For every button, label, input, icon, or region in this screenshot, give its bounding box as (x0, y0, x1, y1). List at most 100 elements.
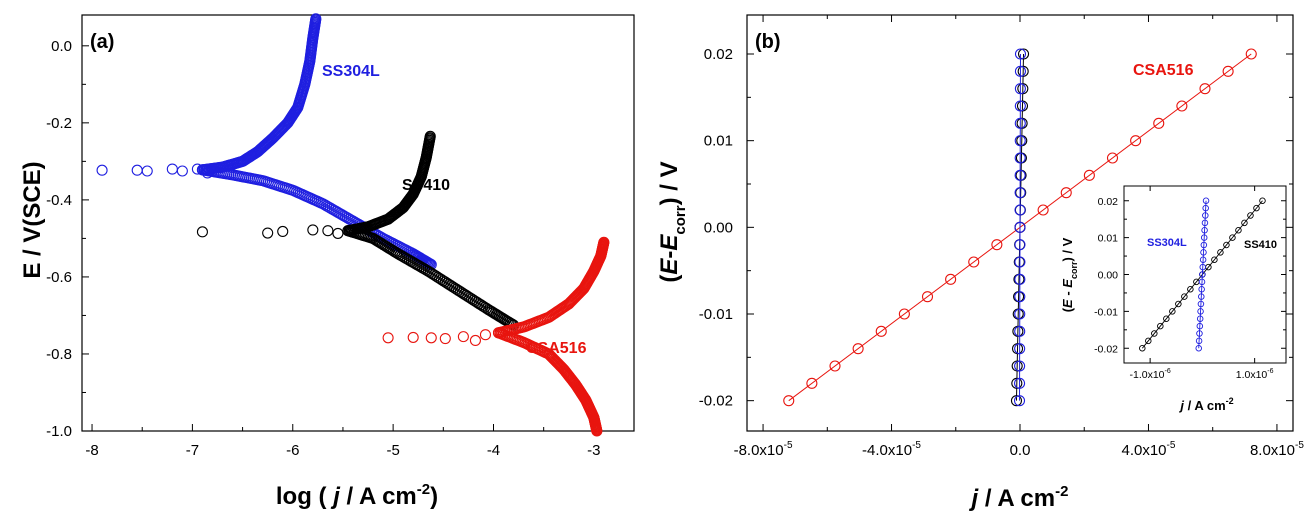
data-point (1222, 65, 1234, 77)
data-point (131, 164, 143, 176)
data-point (1223, 241, 1230, 249)
chart-panel-b: -8.0x10-5 -4.0x10-5 0.0 4.0x10-5 8.0x10-50.0… (656, 14, 1304, 512)
marks-inset (1139, 197, 1266, 352)
data-point (1199, 83, 1211, 95)
y-axis-title-a: E / V(SCE) (19, 161, 46, 278)
data-point (1196, 315, 1204, 323)
data-point (332, 227, 344, 239)
inset-y-post: ) / V (1060, 237, 1075, 261)
data-point (1014, 291, 1026, 303)
inset-x-unit: / A cm (1184, 398, 1226, 413)
data-point (1014, 343, 1026, 355)
series-ss304l (1013, 48, 1027, 407)
data-point (1130, 135, 1142, 147)
data-point (1229, 234, 1236, 241)
data-point (1014, 65, 1026, 77)
x-tick-label: -6 (286, 442, 299, 459)
x-title-b-var: j (969, 485, 980, 512)
x-tick-label: -7 (186, 442, 199, 459)
x-tick-label: -1.0x10-6 (1129, 368, 1170, 381)
data-point (1017, 65, 1029, 77)
data-point (1017, 48, 1030, 60)
inset-chart: -1.0x10-6 1.0x10-60.020.010.00-0.01-0.02 … (1060, 185, 1287, 413)
inset-y-ecorr: E (1060, 279, 1075, 288)
data-point (1202, 212, 1209, 219)
x-tick-label: 0.0 (1010, 442, 1031, 459)
data-point (1014, 83, 1026, 95)
x-tick-label: 4.0x10-5 (1121, 440, 1175, 459)
x-tick-label-base: -5 (386, 442, 399, 459)
data-point (1259, 197, 1266, 204)
x-tick-label-exp: -5 (912, 440, 921, 451)
data-point (1241, 219, 1248, 227)
x-tick-label: -4.0x10-5 (862, 440, 921, 459)
series-label-ss304l: SS304L (322, 63, 380, 80)
inset-x-axis-title: j / A cm-2 (1178, 396, 1233, 413)
x-tick-label-base: -8.0x10 (734, 442, 784, 459)
data-point (1014, 308, 1026, 320)
data-point (1196, 330, 1203, 337)
fit-line (1019, 53, 1021, 401)
y-tick-label: -0.02 (699, 393, 733, 410)
y-tick-label: -0.4 (46, 192, 72, 209)
data-point (829, 360, 841, 372)
data-point (1176, 100, 1188, 112)
y-tick-label: -0.8 (46, 346, 72, 363)
y-tick-label: 0.00 (704, 219, 733, 236)
data-point (1202, 204, 1209, 212)
data-point (479, 329, 492, 341)
data-point (1187, 286, 1194, 293)
x-tick-label-exp: -5 (1295, 440, 1304, 451)
data-point (1175, 300, 1182, 308)
data-point (1106, 152, 1119, 164)
data-point (407, 331, 419, 343)
data-point (1010, 395, 1023, 407)
data-point (921, 291, 934, 303)
x-tick-label: -4 (487, 442, 500, 459)
data-point (1199, 256, 1207, 264)
data-point (991, 239, 1003, 251)
data-point (1195, 345, 1202, 352)
data-point (201, 167, 214, 179)
plot-frame-a (81, 14, 635, 432)
data-point (1202, 197, 1210, 204)
data-point (1200, 241, 1208, 249)
y-title-b-sub: corr (672, 205, 689, 234)
series-ss410 (196, 130, 520, 331)
data-point (1145, 337, 1152, 345)
panel-label-b: (b) (755, 31, 781, 53)
y-tick-label: 0.00 (1098, 270, 1119, 282)
y-tick-label: 0.0 (51, 38, 72, 55)
inset-y-dash: - (1060, 288, 1075, 300)
axes-a: -8 -7 -6 -5 -4 -3 0.0 -0.2 -0.4 -0.6 -0.8 -1.0 (46, 38, 600, 459)
data-point (424, 130, 436, 142)
x-tick-label: 1.0x10-6 (1236, 368, 1274, 381)
data-point (968, 256, 980, 268)
x-tick-label-base: 1.0x10 (1236, 369, 1268, 381)
x-title-b-sup: -2 (1055, 483, 1068, 500)
inset-series-label-ss410: SS410 (1244, 239, 1277, 251)
data-point (875, 325, 887, 337)
y-tick-label: 0.01 (1098, 233, 1119, 245)
data-point (1195, 337, 1203, 345)
data-point (1197, 308, 1204, 315)
panel-label-a: (a) (90, 31, 114, 53)
data-point (1014, 273, 1026, 285)
axes-inset: -1.0x10-6 1.0x10-60.020.010.00-0.01-0.02 (1094, 186, 1286, 381)
inset-y-sub: corr (1069, 261, 1079, 279)
x-tick-label-base: -6 (286, 442, 299, 459)
x-tick-label-exp: -5 (1167, 440, 1176, 451)
data-point (1198, 278, 1206, 286)
data-point (1235, 226, 1242, 234)
inset-y-e: E (1060, 299, 1075, 308)
data-point (1083, 169, 1095, 181)
inset-series-ss304l (1195, 197, 1210, 352)
data-point (591, 425, 603, 437)
data-point (191, 163, 203, 175)
data-point (1181, 293, 1188, 300)
data-point (783, 395, 795, 407)
x-title-a-sup: -2 (417, 481, 430, 498)
data-point (1199, 271, 1206, 278)
y-tick-label: 0.01 (704, 133, 733, 150)
data-point (1211, 256, 1218, 264)
